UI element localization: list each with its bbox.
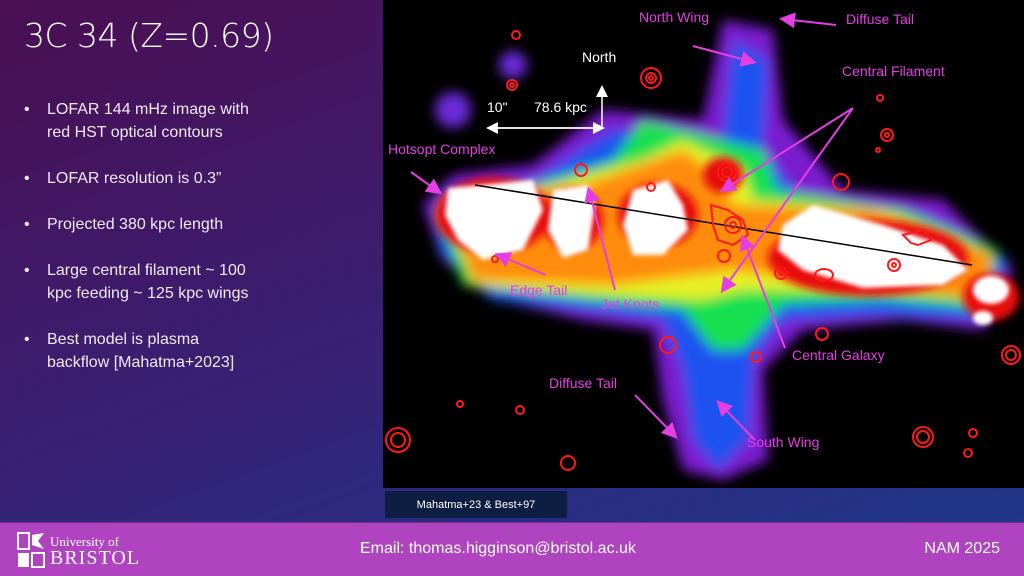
scale-kpc-label: 78.6 kpc (534, 99, 587, 115)
label-diffuse-tail-top: Diffuse Tail (846, 11, 914, 27)
annotation-arrows (410, 12, 854, 441)
compass-north-label: North (582, 49, 617, 65)
bullet-item: Projected 380 kpc length (22, 213, 262, 236)
label-jet-knots: Jet Knots (601, 296, 660, 312)
bullet-item: Best model is plasma backflow [Mahatma+2… (22, 328, 262, 374)
bullet-list: LOFAR 144 mHz image with red HST optical… (22, 98, 262, 397)
label-diffuse-tail-bottom: Diffuse Tail (549, 375, 617, 391)
hst-optical-contours (385, 30, 1021, 471)
logo-line1: University of (50, 534, 119, 549)
slide-title: 3C 34 (Z=0.69) (24, 16, 274, 55)
event-name: NAM 2025 (924, 540, 1000, 557)
contact-email: Email: thomas.higginson@bristol.ac.uk (360, 540, 636, 557)
label-north-wing: North Wing (639, 9, 710, 25)
radio-emission-map (385, 12, 1021, 480)
footer-bar: University of BRISTOL Email: thomas.higg… (0, 522, 1024, 576)
bullet-item: Large central filament ~ 100 kpc feeding… (22, 259, 262, 305)
bullet-item: LOFAR resolution is 0.3” (22, 167, 262, 190)
jet-axis-line (474, 184, 973, 266)
label-edge-tail: Edge Tail (510, 282, 568, 298)
university-logo: University of BRISTOL (16, 531, 140, 569)
bullet-item: LOFAR 144 mHz image with red HST optical… (22, 98, 262, 144)
lofar-radio-image: North Wing Diffuse Tail Central Filament… (383, 0, 1024, 488)
label-hotspot-complex: Hotsopt Complex (388, 141, 496, 157)
scale-arcsec-label: 10" (487, 99, 508, 115)
image-credit: Mahatma+23 & Best+97 (385, 491, 567, 518)
label-central-galaxy: Central Galaxy (792, 347, 885, 363)
bristol-crest-icon (17, 532, 45, 568)
label-south-wing: South Wing (747, 434, 820, 450)
label-central-filament: Central Filament (842, 63, 945, 79)
scale-compass (486, 85, 608, 134)
logo-line2: BRISTOL (50, 547, 140, 569)
